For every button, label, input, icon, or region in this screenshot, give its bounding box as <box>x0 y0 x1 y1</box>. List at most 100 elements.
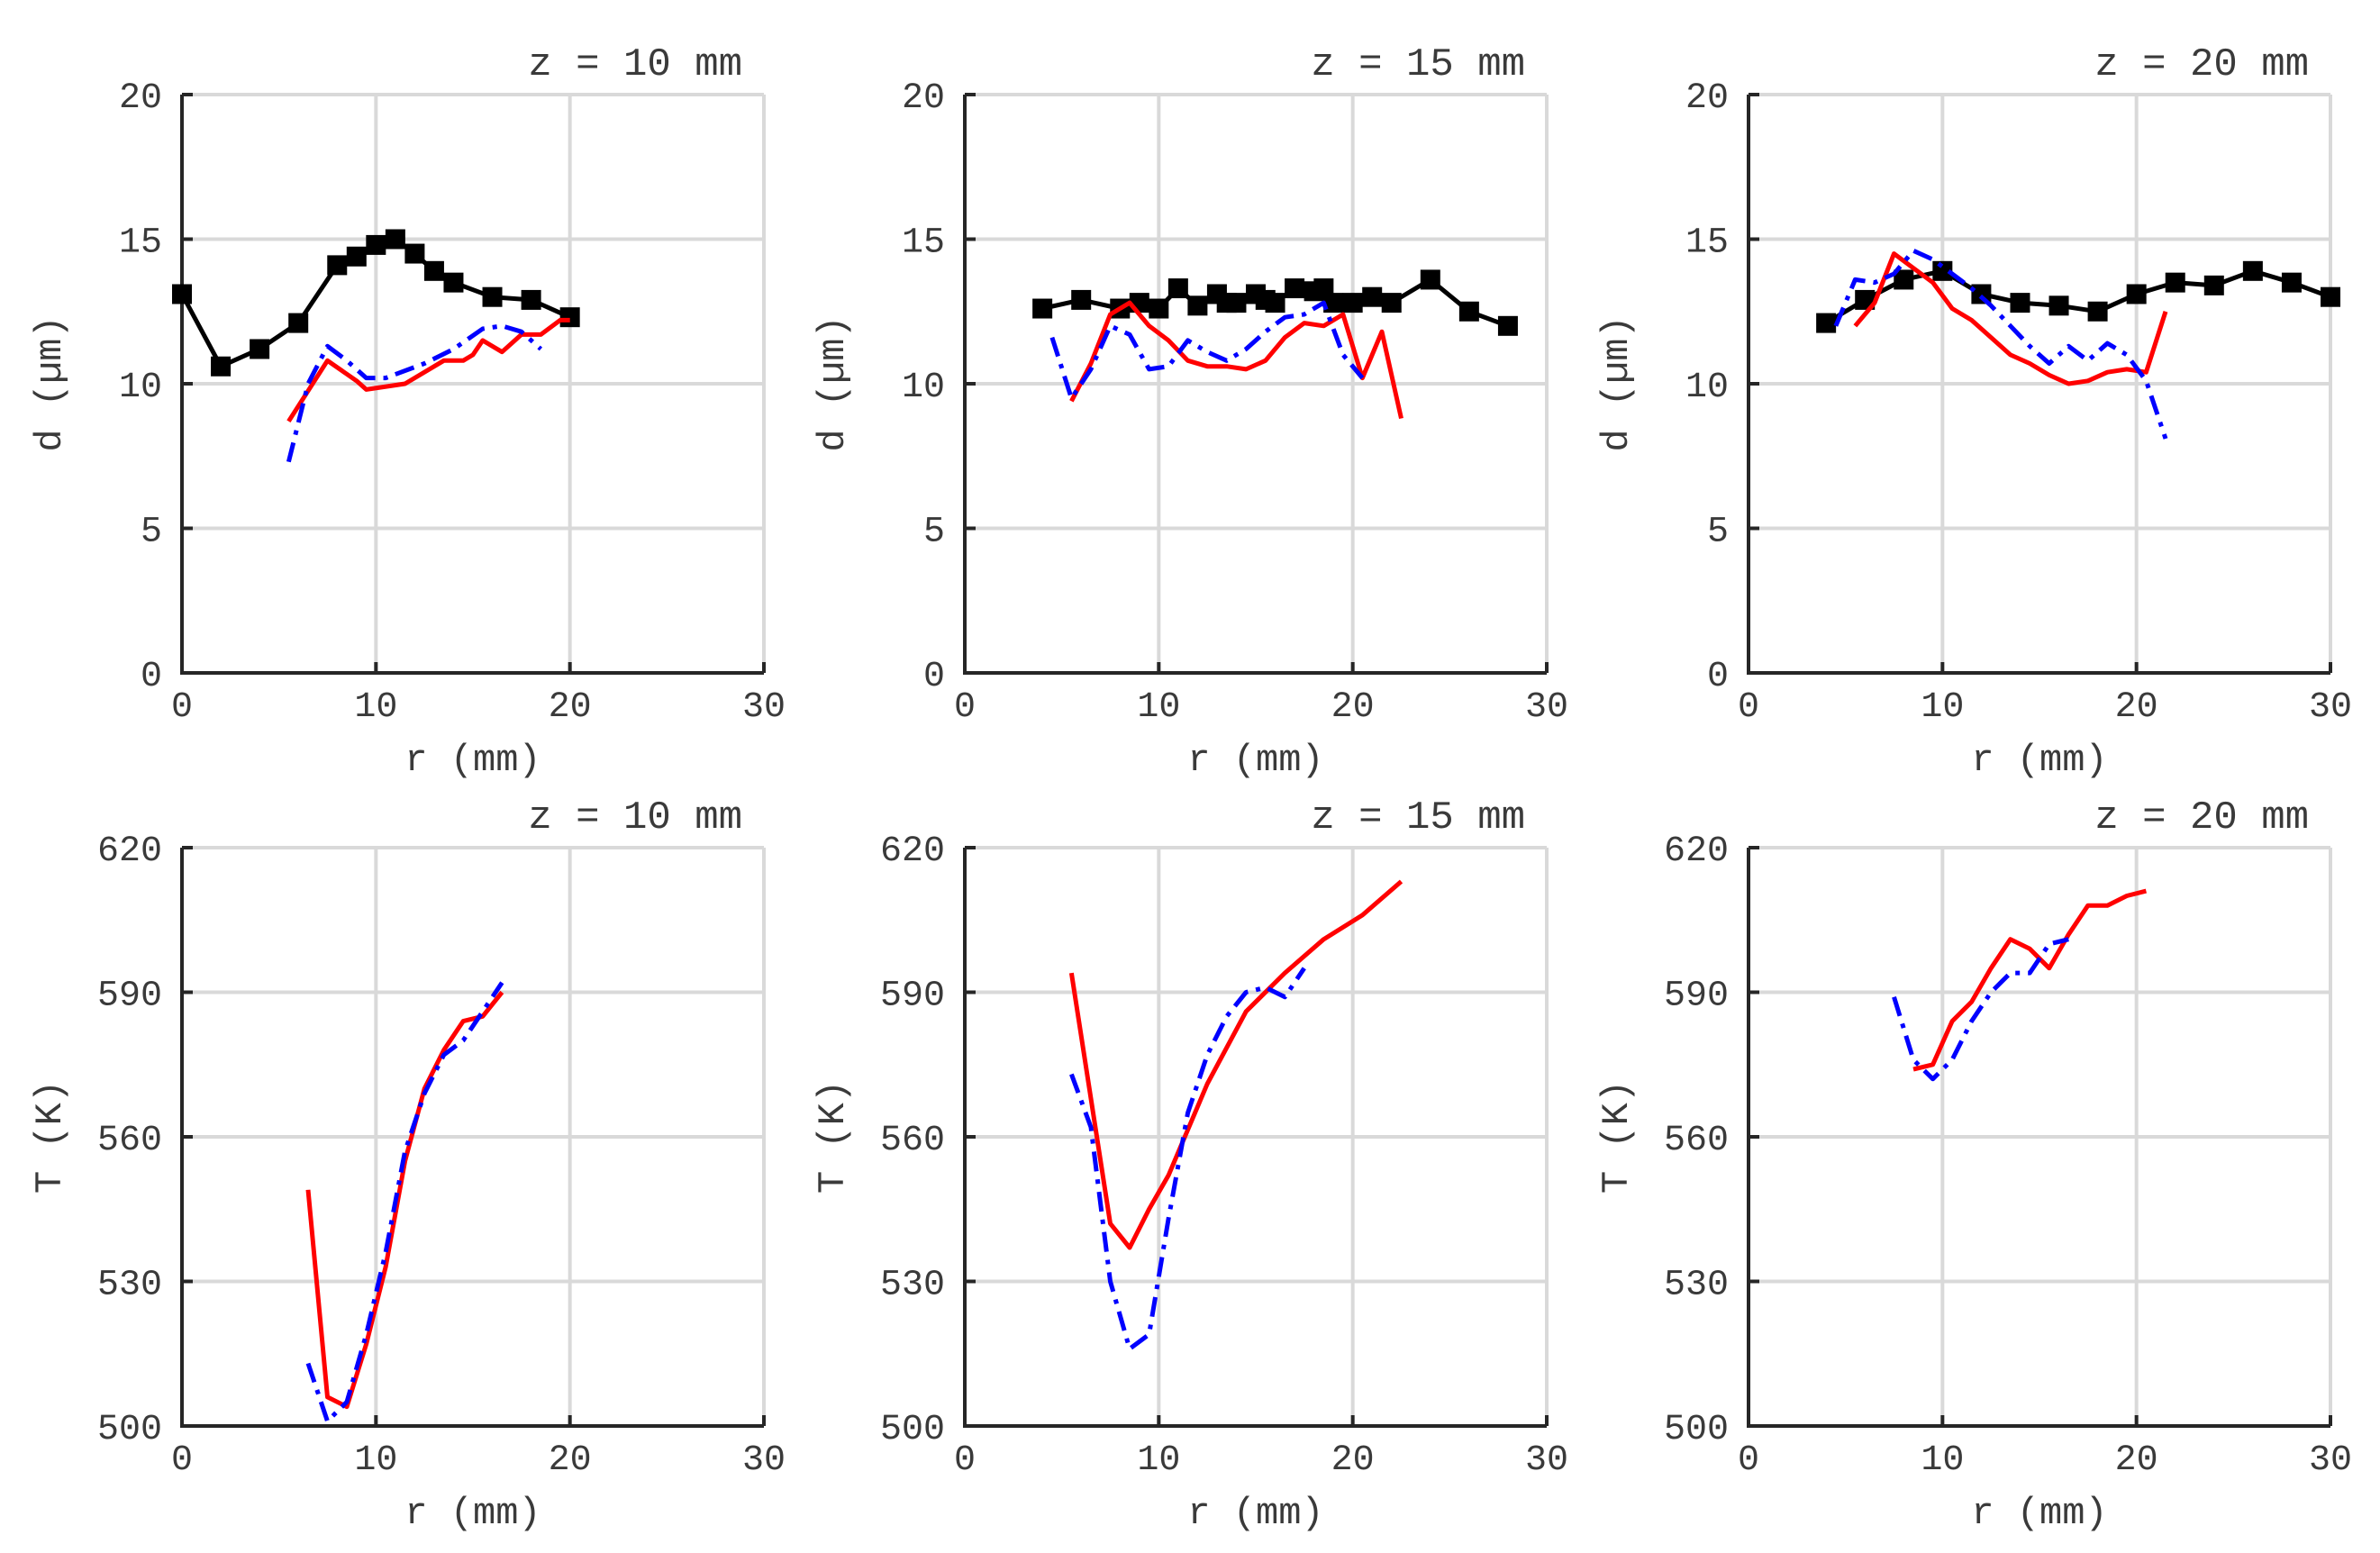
y-tick-label: 590 <box>1664 976 1729 1017</box>
data-point-marker <box>521 289 541 310</box>
x-tick-label: 0 <box>954 687 976 728</box>
y-axis-label: T (K) <box>812 1080 855 1194</box>
x-tick-label: 10 <box>354 687 397 728</box>
axes-frame <box>1747 95 2330 675</box>
x-axis-label: r (mm) <box>1971 739 2107 782</box>
data-point-marker <box>1032 298 1053 319</box>
series-line-model-blue <box>1069 967 1306 1351</box>
data-point-marker <box>2010 293 2030 313</box>
y-tick-label: 15 <box>119 223 162 264</box>
y-tick-label: 620 <box>880 831 945 872</box>
y-tick-label: 10 <box>1685 368 1729 408</box>
series-line-model-blue <box>1892 937 2069 1082</box>
y-tick-label: 0 <box>1707 657 1729 697</box>
data-point-marker <box>1458 301 1479 322</box>
panel-5: 0 10 20 30 500 530 560 590 620 z = 15 mm r (mm) T (… <box>812 795 1568 1535</box>
data-point-marker <box>423 260 444 281</box>
data-point-marker <box>1932 260 1953 281</box>
series-line-model-red <box>286 317 570 423</box>
data-point-marker <box>366 234 386 255</box>
panel-title: z = 15 mm <box>1311 795 1525 840</box>
x-tick-label: 30 <box>1525 1440 1568 1481</box>
y-tick-label: 15 <box>1685 223 1729 264</box>
x-tick-label: 0 <box>171 1440 193 1481</box>
y-tick-label: 5 <box>1707 513 1729 553</box>
panel-4: 0 10 20 30 500 530 560 590 620 z = 10 mm r (mm) T (… <box>29 795 786 1535</box>
panel-title: z = 20 mm <box>2094 795 2309 840</box>
data-point-marker <box>1071 289 1092 310</box>
y-axis-label: T (K) <box>1595 1080 1639 1194</box>
x-tick-label: 20 <box>1331 687 1375 728</box>
y-tick-label: 500 <box>1664 1410 1729 1450</box>
x-tick-label: 20 <box>549 687 592 728</box>
data-point-marker <box>250 339 270 359</box>
x-tick-label: 20 <box>2115 687 2158 728</box>
series-line-model-red <box>1853 251 2168 386</box>
data-point-marker <box>2126 284 2147 304</box>
panel-6: 0 10 20 30 500 530 560 590 620 z = 20 mm r (mm) T (… <box>1595 795 2352 1535</box>
data-point-marker <box>1149 298 1169 319</box>
data-point-marker <box>2165 272 2185 293</box>
axes-frame <box>963 848 1547 1428</box>
x-tick-label: 20 <box>1331 1440 1375 1481</box>
y-tick-label: 5 <box>141 513 162 553</box>
x-tick-label: 10 <box>1921 1440 1964 1481</box>
y-tick-label: 590 <box>97 976 162 1017</box>
y-axis-label: d (µm) <box>812 315 855 451</box>
y-tick-label: 20 <box>1685 78 1729 119</box>
axes-frame <box>963 95 1547 675</box>
x-axis-label: r (mm) <box>404 1492 540 1535</box>
x-tick-label: 30 <box>742 687 786 728</box>
data-point-marker <box>1381 293 1402 313</box>
x-tick-label: 30 <box>1525 687 1568 728</box>
x-axis-label: r (mm) <box>1187 739 1323 782</box>
y-tick-label: 5 <box>923 513 945 553</box>
data-point-marker <box>559 307 580 328</box>
y-tick-label: 560 <box>97 1121 162 1161</box>
y-tick-label: 10 <box>119 368 162 408</box>
y-tick-label: 620 <box>97 831 162 872</box>
y-tick-label: 0 <box>141 657 162 697</box>
data-point-marker <box>443 272 464 293</box>
data-point-marker <box>1497 315 1518 336</box>
y-axis-label: d (µm) <box>29 315 72 451</box>
panel-2: 0 10 20 30 0 5 10 15 20 z = 15 mm r (mm) d (µm) <box>812 42 1568 782</box>
data-point-marker <box>1420 269 1440 290</box>
x-axis-label: r (mm) <box>1971 1492 2107 1535</box>
axes-frame <box>180 848 764 1428</box>
data-point-marker <box>288 313 309 333</box>
data-point-marker <box>2321 286 2340 307</box>
y-axis-label: d (µm) <box>1595 315 1639 451</box>
x-tick-label: 0 <box>1738 1440 1759 1481</box>
panel-title: z = 10 mm <box>528 795 742 840</box>
panel-1: 0 10 20 30 0 5 10 15 20 z = 10 mm r (mm) d (µm) <box>29 42 786 782</box>
series-line-model-blue <box>286 323 543 463</box>
x-axis-label: r (mm) <box>404 739 540 782</box>
x-axis-label: r (mm) <box>1187 1492 1323 1535</box>
series-line-model-red <box>1068 879 1403 1250</box>
panel-3: 0 10 20 30 0 5 10 15 20 z = 20 mm r (mm) d (µm) <box>1595 42 2352 782</box>
data-point-marker <box>1265 293 1285 313</box>
y-tick-label: 620 <box>1664 831 1729 872</box>
y-tick-label: 560 <box>1664 1121 1729 1161</box>
series-line-model-blue <box>1833 248 2168 440</box>
data-point-marker <box>404 243 425 264</box>
data-point-marker <box>385 229 405 250</box>
y-tick-label: 560 <box>880 1121 945 1161</box>
data-point-marker <box>1187 295 1208 316</box>
y-tick-label: 530 <box>97 1266 162 1306</box>
data-point-marker <box>2203 275 2224 295</box>
data-point-marker <box>1167 278 1188 299</box>
y-tick-label: 20 <box>119 78 162 119</box>
data-point-marker <box>1226 293 1247 313</box>
data-point-marker <box>327 255 348 276</box>
data-point-marker <box>1816 313 1837 333</box>
x-tick-label: 0 <box>954 1440 976 1481</box>
series-line-model-blue <box>1049 300 1365 401</box>
data-point-marker <box>346 246 367 267</box>
panel-title: z = 20 mm <box>2094 42 2309 87</box>
y-tick-label: 500 <box>880 1410 945 1450</box>
y-tick-label: 530 <box>880 1266 945 1306</box>
series-line-model-red <box>1912 888 2148 1072</box>
x-tick-label: 10 <box>1137 687 1180 728</box>
